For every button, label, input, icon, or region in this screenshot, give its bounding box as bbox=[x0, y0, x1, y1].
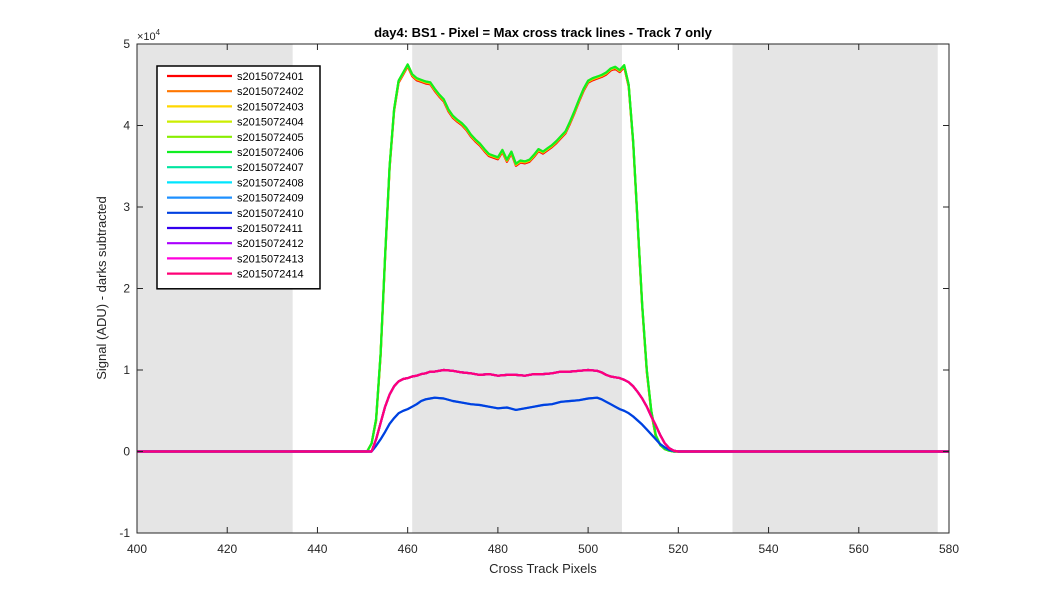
legend-box bbox=[156, 65, 321, 290]
x-tick-label: 460 bbox=[398, 542, 418, 556]
x-tick-label: 560 bbox=[849, 542, 869, 556]
x-tick-label: 540 bbox=[759, 542, 779, 556]
series-line-s2015072406 bbox=[137, 63, 949, 453]
legend-label: s2015072406 bbox=[237, 147, 304, 159]
x-tick-label: 500 bbox=[578, 542, 598, 556]
y-tick-label: 1 bbox=[123, 363, 130, 377]
y-tick-label: 5 bbox=[123, 37, 130, 51]
y-tick-label: 2 bbox=[123, 282, 130, 296]
chart-title: day4: BS1 - Pixel = Max cross track line… bbox=[374, 25, 713, 40]
legend: s2015072401 s2015072402 s2015072403 s201507… bbox=[156, 65, 321, 290]
axes: 400 420 440 460 480 500 520 540 560 580 -1 0 1 2 3 4 5 bbox=[119, 37, 959, 556]
legend-label: s2015072410 bbox=[237, 208, 304, 220]
y-axis-title: Signal (ADU) - darks subtracted bbox=[94, 196, 109, 380]
y-multiplier-exponent: 4 bbox=[156, 28, 161, 37]
x-tick-label: 520 bbox=[668, 542, 688, 556]
x-axis-title: Cross Track Pixels bbox=[489, 561, 597, 576]
legend-label: s2015072408 bbox=[237, 177, 304, 189]
legend-label: s2015072412 bbox=[237, 238, 304, 250]
y-tick-label: 4 bbox=[123, 119, 130, 133]
legend-label: s2015072411 bbox=[237, 223, 303, 235]
legend-label: s2015072407 bbox=[237, 162, 304, 174]
series-lines bbox=[137, 63, 949, 453]
y-tick-label: 0 bbox=[123, 445, 130, 459]
y-tick-label: -1 bbox=[119, 526, 130, 540]
shaded-region-3 bbox=[732, 44, 938, 533]
x-tick-label: 400 bbox=[127, 542, 147, 556]
x-tick-label: 420 bbox=[217, 542, 237, 556]
x-tick-label: 580 bbox=[939, 542, 959, 556]
legend-label: s2015072404 bbox=[237, 117, 304, 129]
legend-label: s2015072403 bbox=[237, 101, 304, 113]
legend-label: s2015072401 bbox=[237, 71, 304, 83]
x-tick-label: 440 bbox=[307, 542, 327, 556]
series-line-s2015072414 bbox=[137, 368, 949, 453]
x-tick-label: 480 bbox=[488, 542, 508, 556]
legend-label: s2015072402 bbox=[237, 86, 304, 98]
y-tick-label: 3 bbox=[123, 200, 130, 214]
shaded-region-2 bbox=[412, 44, 622, 533]
legend-label: s2015072413 bbox=[237, 253, 304, 265]
y-axis-multiplier: ×104 bbox=[137, 28, 161, 43]
legend-label: s2015072409 bbox=[237, 193, 304, 205]
legend-label: s2015072414 bbox=[237, 269, 304, 281]
y-multiplier-base: ×10 bbox=[137, 31, 156, 43]
legend-label: s2015072405 bbox=[237, 132, 304, 144]
series-line-s2015072410 bbox=[137, 396, 949, 453]
